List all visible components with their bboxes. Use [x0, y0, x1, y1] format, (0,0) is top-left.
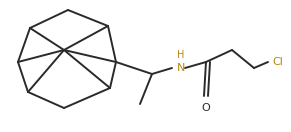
Text: H: H — [177, 50, 185, 60]
Text: Cl: Cl — [273, 57, 283, 67]
Text: O: O — [202, 103, 210, 113]
Text: N: N — [177, 63, 185, 73]
